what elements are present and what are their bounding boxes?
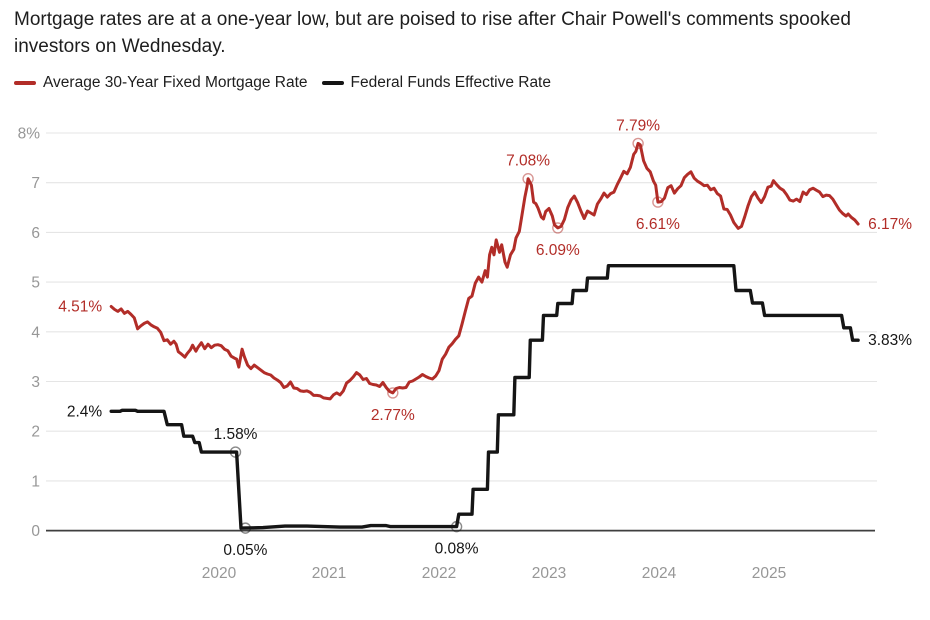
y-axis-label: 3 [31, 374, 40, 391]
data-point-marker [652, 196, 664, 208]
data-point-marker [632, 137, 644, 150]
annotation-label: 0.05% [223, 542, 267, 559]
annotation-label: 1.58% [214, 426, 258, 443]
annotation-label: 3.83% [868, 332, 912, 349]
data-point-marker [522, 173, 534, 185]
data-point-marker [450, 520, 463, 533]
annotation-label: 2.4% [67, 403, 103, 420]
legend-item-mortgage: Average 30-Year Fixed Mortgage Rate [14, 74, 308, 92]
annotation-label: 6.17% [868, 216, 912, 233]
y-axis-label: 7 [31, 175, 40, 192]
legend: Average 30-Year Fixed Mortgage Rate Fede… [14, 74, 551, 92]
x-axis-label: 2024 [642, 565, 677, 582]
annotation-label: 7.79% [616, 117, 660, 134]
annotation-label: 6.61% [636, 216, 680, 233]
y-axis-label: 4 [31, 324, 40, 341]
data-point-marker [552, 222, 564, 234]
chart-title: Mortgage rates are at a one-year low, bu… [14, 9, 851, 57]
x-axis-label: 2020 [202, 565, 237, 582]
x-axis-label: 2022 [422, 565, 456, 582]
x-axis-label: 2023 [532, 565, 566, 582]
annotation-label: 4.51% [58, 298, 102, 315]
legend-item-fed: Federal Funds Effective Rate [321, 74, 551, 92]
y-axis-label: 2 [31, 424, 40, 441]
legend-swatch-fed-icon [321, 81, 344, 85]
y-axis-label: 6 [31, 225, 40, 242]
x-axis-label: 2025 [752, 565, 786, 582]
y-axis-label: 8% [18, 126, 41, 143]
legend-label-mortgage: Average 30-Year Fixed Mortgage Rate [43, 74, 308, 91]
legend-swatch-mortgage-icon [14, 81, 36, 85]
y-axis-label: 5 [31, 275, 40, 292]
data-point-marker [229, 446, 242, 458]
annotation-label: 6.09% [536, 242, 580, 259]
data-point-marker [239, 522, 252, 534]
data-point-marker [387, 387, 399, 399]
annotation-label: 2.77% [371, 407, 415, 424]
annotation-label: 7.08% [506, 153, 550, 170]
annotation-label: 0.08% [435, 541, 479, 558]
fed-funds-line [109, 264, 860, 530]
legend-label-fed: Federal Funds Effective Rate [350, 74, 551, 91]
x-axis-label: 2021 [312, 565, 346, 582]
y-axis-label: 1 [31, 473, 40, 490]
y-axis-label: 0 [31, 523, 40, 540]
mortgage-rate-line [109, 141, 860, 401]
